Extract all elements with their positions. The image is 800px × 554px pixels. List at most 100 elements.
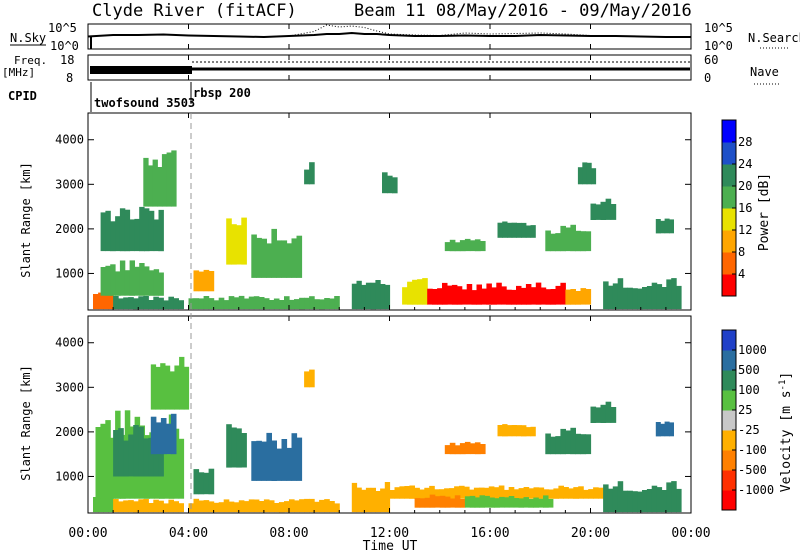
vel-heatmap-cell [449,442,456,455]
vel-heatmap-cell [153,499,159,513]
power-heatmap-cell [153,269,160,296]
power-heatmap-cell [213,300,220,310]
vel-heatmap-cell [193,498,200,513]
power-heatmap-cell [284,296,290,310]
vel-heatmap-cell [480,444,486,455]
power-heatmap-cell [105,265,111,296]
power-colorbar-swatch [722,120,736,143]
power-heatmap-cell [161,154,168,207]
power-heatmap-cell [384,284,391,310]
x-axis-label: Time UT [363,539,418,554]
vel-heatmap-cell [168,414,175,499]
vel-heatmap-cell [203,472,210,495]
vel-heatmap-cell [533,497,539,508]
power-heatmap-cell [173,298,179,310]
power-heatmap-cell [158,297,164,310]
vel-heatmap-cell [459,485,465,499]
vel-heatmap-cell [178,438,185,499]
noise-tick-bottom-left: 10^0 [50,39,79,53]
vel-heatmap-cell [622,490,628,513]
power-heatmap-cell [666,279,672,310]
power-heatmap-cell [656,284,663,310]
vel-heatmap-cell [523,497,529,508]
vel-heatmap-cell [160,363,166,410]
vel-heatmap-cell [439,495,446,508]
vel-heatmap-cell [617,481,624,513]
vel-heatmap-cell [637,491,643,513]
power-heatmap-cell [118,298,124,310]
velocity-colorbar: 1000 500 100 25 -25 -100 -500 -1000 [721,329,774,511]
vel-heatmap-cell [208,468,215,495]
power-heatmap-cell [218,297,225,310]
power-colorbar-label: Power [dB] [757,173,772,251]
power-heatmap-cell [329,298,335,310]
xtick-label: 12:00 [370,526,409,541]
vel-heatmap-cell [580,434,587,455]
power-heatmap-cell [158,209,164,252]
vel-heatmap-cell [508,496,515,508]
vel-heatmap-cell [444,496,451,508]
power-heatmap-cell [525,225,532,238]
power-heatmap-cell [412,279,418,305]
power-heatmap-cell [496,282,502,305]
vel-heatmap-cell [394,487,401,499]
vel-heatmap-cell [356,487,362,513]
vel-heatmap-cell [155,366,161,410]
vel-ytick-label: 3000 [55,380,84,394]
power-heatmap-cell [476,284,482,305]
power-heatmap-cell [223,300,230,310]
power-heatmap-cell [256,237,262,278]
vel-heatmap-cell [449,498,456,508]
power-heatmap-cell [144,208,150,252]
velocity-colorbar-tick-label: 100 [738,383,760,397]
vel-heatmap-cell [309,498,315,513]
vel-heatmap-cell [439,489,445,499]
vel-heatmap-cell [268,500,275,513]
vel-heatmap-cell [168,499,174,513]
power-heatmap-cell [289,299,295,310]
vel-heatmap-cell [150,416,157,455]
power-colorbar-tick-label: 12 [738,223,752,237]
power-ytick-label: 2000 [55,222,84,236]
vel-heatmap-cell [123,500,129,513]
power-heatmap-cell [610,204,617,220]
vel-heatmap-cell [238,500,245,513]
freq-label: Freq. [14,54,47,67]
power-heatmap-cell [304,297,310,310]
power-heatmap-cell [115,216,121,252]
vel-heatmap-cell [334,503,340,513]
power-heatmap-cell [591,168,597,185]
freq-unit: [MHz] [2,66,35,79]
power-heatmap-cell [387,175,393,194]
vel-heatmap-cell [98,495,104,513]
power-heatmap-cell [525,284,532,305]
vel-heatmap-cell [228,501,235,513]
power-heatmap-cell [108,290,114,310]
vel-heatmap-cell [409,485,415,499]
power-colorbar-tick-label: 16 [738,201,752,215]
vel-heatmap-cell [493,487,500,499]
power-heatmap-cell [417,279,423,305]
power-heatmap-cell [144,266,150,296]
vel-heatmap-cell [434,496,441,508]
station-title: Clyde River (fitACF) [92,1,297,21]
power-heatmap-cell [469,240,476,252]
vel-heatmap-cell [610,407,617,423]
vel-heatmap-cell [95,427,101,499]
vel-heatmap-cell [642,490,648,513]
vel-heatmap-cell [538,498,544,508]
vel-heatmap-cell [627,490,633,513]
vel-heatmap-cell [518,488,525,499]
vel-heatmap-cell [351,482,358,513]
xtick-label: 00:00 [68,526,107,541]
power-heatmap-cell [261,238,267,278]
vel-heatmap-cell [361,489,367,513]
vel-heatmap-cell [286,447,293,481]
vel-heatmap-cell [223,499,230,513]
vel-heatmap-cell [676,488,682,513]
vel-heatmap-cell [278,502,285,513]
vel-heatmap-cell [143,498,149,513]
vel-heatmap-cell [384,482,391,513]
power-heatmap-cell [516,222,522,238]
